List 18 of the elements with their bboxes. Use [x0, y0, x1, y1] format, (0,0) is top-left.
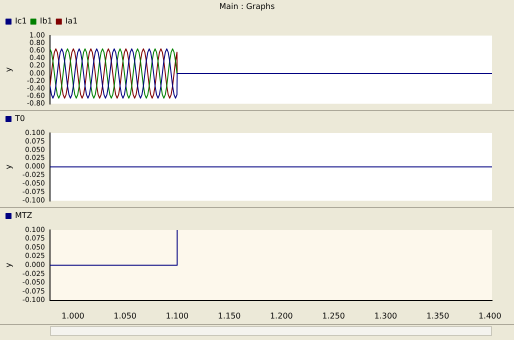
x-tick-label: 1.200 — [270, 311, 293, 320]
legend-label: Ia1 — [65, 16, 78, 26]
x-tick-label: 1.350 — [426, 311, 450, 320]
chart-title: Main : Graphs — [219, 2, 275, 11]
legend-label: Ib1 — [40, 16, 52, 26]
y-axis-title: y — [4, 67, 13, 72]
x-tick-label: 1.000 — [61, 311, 84, 320]
x-tick-label: 1.250 — [322, 311, 345, 320]
x-tick-label: 1.150 — [218, 311, 241, 320]
x-tick-label: 1.300 — [374, 311, 398, 320]
legend-label: T0 — [14, 114, 25, 124]
x-tick-label: 1.100 — [166, 311, 189, 320]
x-tick-label: 1.400 — [478, 311, 502, 320]
y-axis-title: y — [4, 164, 13, 170]
x-tick-label: 1.050 — [114, 311, 137, 320]
legend-label: MTZ — [15, 211, 33, 220]
legend-label: Ic1 — [15, 16, 27, 26]
y-axis-title: y — [4, 262, 13, 268]
